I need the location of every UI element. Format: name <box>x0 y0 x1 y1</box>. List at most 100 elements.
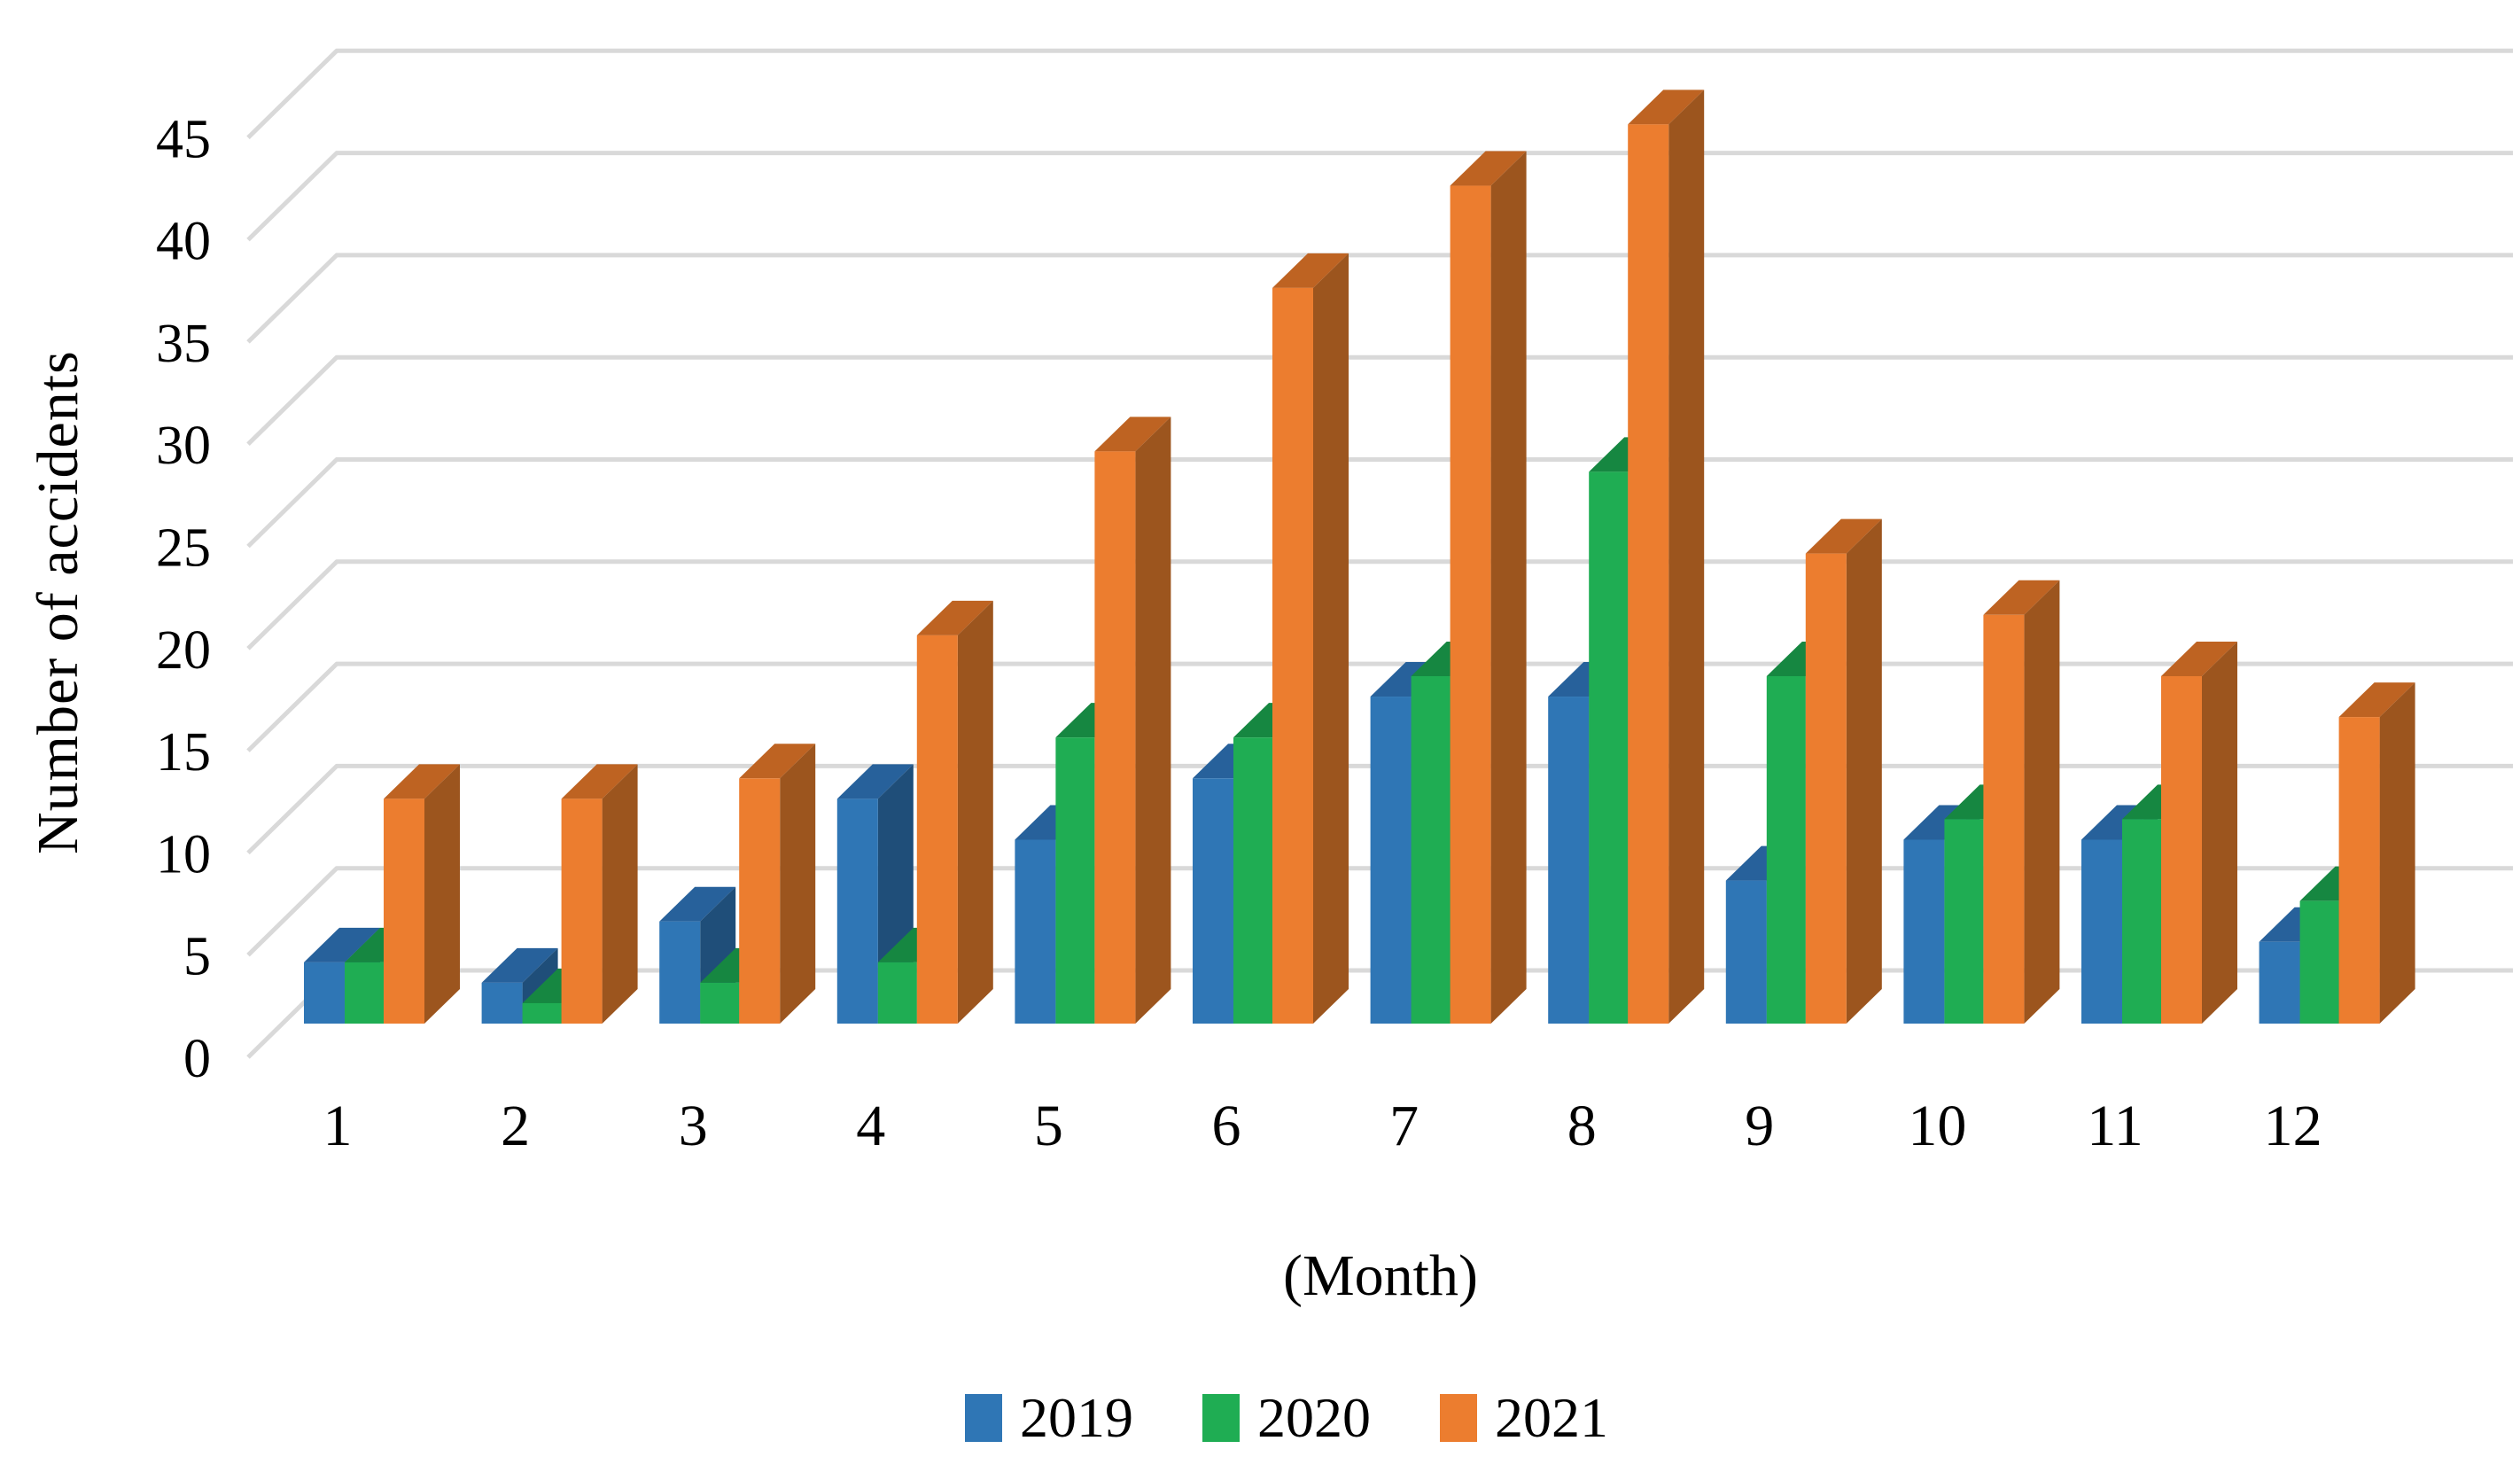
chart-legend: 2019 2020 2021 <box>965 1390 1608 1446</box>
bar-2020-m9 <box>1766 675 1806 1024</box>
x-label-6: 6 <box>1212 1094 1241 1158</box>
y-tick-label-0: 0 <box>183 1029 211 1089</box>
bar-2021-m12-top-face <box>2338 682 2415 718</box>
x-label-12: 12 <box>2264 1094 2322 1158</box>
bar-2019-m3-top-face <box>659 886 736 922</box>
bar-2021-m4-top-face <box>916 600 993 635</box>
bar-2019-m8 <box>1548 697 1590 1024</box>
bar-2021-m6 <box>1272 287 1313 1024</box>
x-label-10: 10 <box>1908 1094 1966 1158</box>
x-label-4: 4 <box>856 1094 885 1158</box>
x-label-7: 7 <box>1389 1094 1419 1158</box>
y-tick-label-10: 10 <box>156 824 211 884</box>
bar-2021-m8 <box>1628 124 1669 1024</box>
bar-2020-m5 <box>1055 737 1095 1024</box>
bar-2021-m3-side-face <box>780 744 816 1024</box>
legend-swatch-2020-icon <box>1202 1394 1240 1442</box>
bar-2021-m9-top-face <box>1805 518 1882 554</box>
y-axis-title: Number of accidents <box>26 350 90 855</box>
bar-2019-m1-top-face <box>304 927 380 962</box>
bar-2021-m2-side-face <box>602 764 638 1024</box>
gridline-20 <box>246 559 2513 650</box>
x-label-5: 5 <box>1034 1094 1063 1158</box>
bar-2020-m1 <box>345 962 384 1024</box>
bar-2021-m6-side-face <box>1313 253 1349 1024</box>
bar-2021-m4 <box>916 635 958 1024</box>
bar-2021-m5 <box>1094 451 1136 1024</box>
bar-2021-m7-side-face <box>1490 151 1527 1024</box>
bar-2021-m7-top-face <box>1450 151 1527 186</box>
y-tick-label-40: 40 <box>156 212 211 272</box>
bar-2019-m1 <box>304 962 345 1024</box>
bar-2019-m5 <box>1015 839 1056 1024</box>
gridline-35 <box>246 253 2513 344</box>
legend-item-2019: 2019 <box>965 1390 1133 1446</box>
legend-swatch-2021-icon <box>1440 1394 1477 1442</box>
bar-2020-m10 <box>1944 819 1984 1024</box>
bar-2020-m11 <box>2122 819 2161 1024</box>
x-label-8: 8 <box>1567 1094 1597 1158</box>
bar-2019-m12 <box>2259 941 2300 1024</box>
bar-2021-m8-side-face <box>1668 90 1705 1024</box>
gridline-40 <box>246 151 2513 242</box>
legend-label-2021: 2021 <box>1495 1386 1608 1449</box>
legend-item-2020: 2020 <box>1202 1390 1371 1446</box>
bar-2019-m2-top-face <box>481 947 558 983</box>
legend-label-2020: 2020 <box>1257 1386 1371 1449</box>
bar-2019-m9 <box>1725 880 1767 1024</box>
gridline-45 <box>246 48 2513 140</box>
bar-2021-m12-side-face <box>2379 682 2415 1024</box>
bar-2021-m11 <box>2161 675 2202 1024</box>
bar-2021-m1-side-face <box>424 764 460 1024</box>
x-label-1: 1 <box>323 1094 353 1158</box>
bar-2021-m6-top-face <box>1272 253 1349 288</box>
bar-2020-m8 <box>1589 471 1629 1024</box>
bar-2021-m1 <box>384 798 424 1024</box>
bar-2021-m4-side-face <box>957 600 993 1024</box>
x-label-9: 9 <box>1745 1094 1774 1158</box>
bar-2021-m3 <box>739 778 781 1024</box>
bar-2019-m3 <box>659 921 701 1024</box>
bar-2020-m7 <box>1411 675 1451 1024</box>
bar-2019-m10 <box>1903 839 1945 1024</box>
bar-2021-m8-top-face <box>1628 90 1705 125</box>
legend-item-2021: 2021 <box>1440 1390 1608 1446</box>
bar-2021-m1-top-face <box>384 764 460 799</box>
bar-2021-m5-top-face <box>1094 417 1171 452</box>
bar-2019-m7 <box>1370 697 1412 1024</box>
gridline-25 <box>246 457 2513 549</box>
y-tick-label-20: 20 <box>156 620 211 681</box>
y-tick-label-5: 5 <box>183 927 211 987</box>
x-axis-title: (Month) <box>1283 1243 1478 1308</box>
bar-2020-m6 <box>1233 737 1272 1024</box>
bar-2021-m11-side-face <box>2202 641 2237 1024</box>
y-tick-label-30: 30 <box>156 416 211 476</box>
legend-label-2019: 2019 <box>1020 1386 1133 1449</box>
bar-2021-m9-side-face <box>1846 518 1882 1024</box>
bar-2020-m4 <box>877 962 917 1024</box>
x-label-3: 3 <box>679 1094 708 1158</box>
bar-2021-m10 <box>1983 614 2025 1024</box>
bar-2021-m5-side-face <box>1135 417 1171 1024</box>
bar-2020-m12 <box>2299 900 2339 1024</box>
bar-2019-m2 <box>481 982 523 1024</box>
gridline-30 <box>246 354 2513 446</box>
y-tick-label-15: 15 <box>156 722 211 783</box>
bar-2019-m4 <box>836 798 878 1024</box>
bar-2021-m12 <box>2338 717 2380 1024</box>
y-tick-label-45: 45 <box>156 109 211 169</box>
bar-2019-m11 <box>2081 839 2122 1024</box>
bar-2021-m3-top-face <box>739 744 816 779</box>
bar-2021-m11-top-face <box>2161 641 2237 676</box>
bar-2020-m2 <box>522 1002 562 1024</box>
bar-2021-m2 <box>561 798 603 1024</box>
bar-2019-m4-top-face <box>836 764 914 799</box>
bar-2021-m10-top-face <box>1983 580 2060 615</box>
bar-2021-m9 <box>1805 553 1847 1024</box>
y-tick-label-35: 35 <box>156 314 211 374</box>
bar-2019-m6 <box>1193 778 1233 1024</box>
legend-swatch-2019-icon <box>965 1394 1002 1442</box>
y-tick-label-25: 25 <box>156 518 211 579</box>
x-label-11: 11 <box>2087 1094 2143 1158</box>
bar-2021-m7 <box>1450 185 1491 1024</box>
